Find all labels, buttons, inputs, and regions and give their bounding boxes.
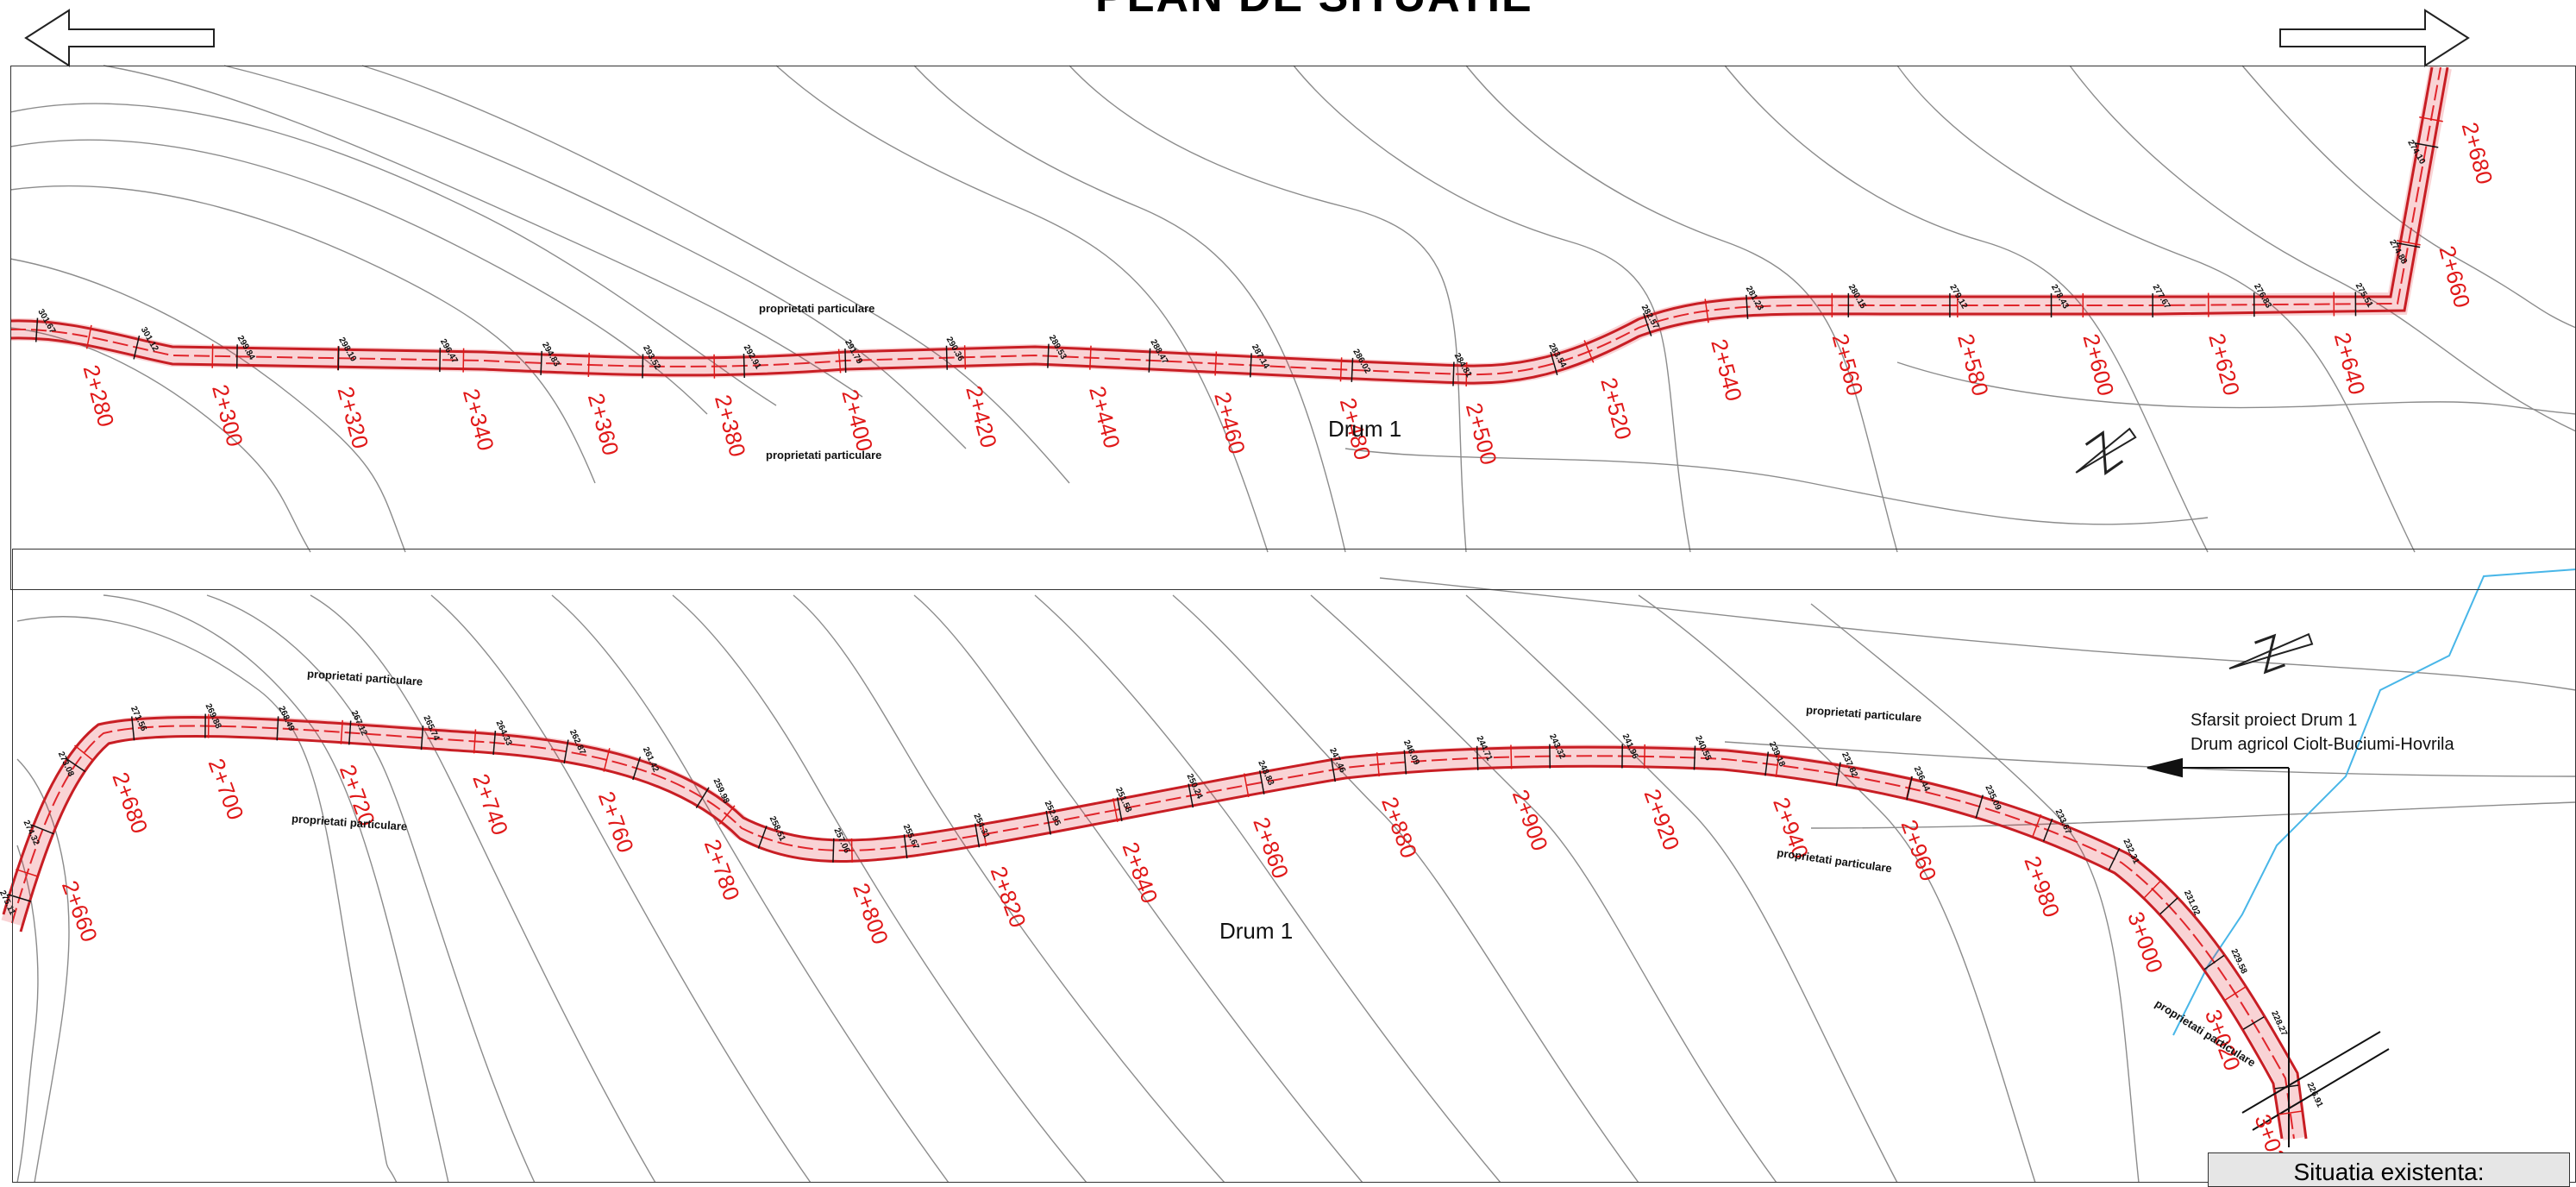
end-project-note-line1: Sfarsit proiect Drum 1 <box>2191 711 2357 731</box>
road-label-bottom: Drum 1 <box>1219 918 1293 945</box>
end-project-note-line2: Drum agricol Ciolt-Buciumi-Hovrila <box>2191 735 2454 755</box>
left-direction-arrow[interactable] <box>26 10 214 66</box>
right-direction-arrow[interactable] <box>2280 10 2468 66</box>
property-note: proprietati particulare <box>766 449 881 462</box>
panel-bottom <box>12 549 2576 1183</box>
legend-box: Situatia existenta: <box>2208 1152 2570 1187</box>
page-title: PLAN DE SITUATIE <box>1095 0 1533 22</box>
road-label-top: Drum 1 <box>1328 416 1401 443</box>
panel-top <box>10 66 2576 590</box>
property-note: proprietati particulare <box>759 302 874 315</box>
legend-label: Situatia existenta: <box>2293 1159 2484 1185</box>
